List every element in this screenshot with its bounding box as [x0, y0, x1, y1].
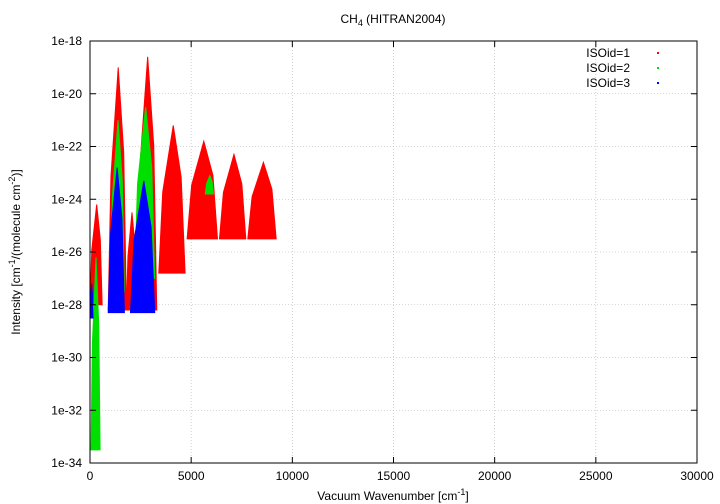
data-bands [89, 56, 277, 451]
grid [90, 41, 697, 463]
x-tick-label: 5000 [178, 469, 205, 483]
ylabel-b: /(molecule cm [9, 185, 23, 260]
ylabel-a: Intensity [cm [9, 267, 23, 334]
band-mark [204, 174, 214, 195]
legend-swatch [657, 52, 659, 54]
y-tick-label: 1e-34 [51, 456, 82, 470]
legend-swatch [657, 82, 659, 84]
x-tick-label: 25000 [579, 469, 613, 483]
band-mark [218, 152, 247, 240]
title-rest: (HITRAN2004) [363, 12, 446, 26]
band-mark [89, 204, 103, 306]
x-tick-label: 0 [87, 469, 94, 483]
y-tick-label: 1e-24 [51, 192, 82, 206]
legend-label: ISOid=1 [586, 46, 630, 60]
legend-label: ISOid=2 [586, 61, 630, 75]
band-mark [90, 257, 101, 451]
xlabel-main: Vacuum Wavenumber [cm [317, 489, 457, 503]
x-tick-label: 30000 [680, 469, 714, 483]
xlabel-sup: -1 [457, 487, 465, 497]
title-main: CH [340, 12, 357, 26]
y-tick-label: 1e-30 [51, 351, 82, 365]
x-tick-label: 20000 [478, 469, 512, 483]
series-3 [89, 167, 156, 319]
y-tick-label: 1e-18 [51, 34, 82, 48]
y-tick-label: 1e-20 [51, 87, 82, 101]
x-tick-label: 15000 [377, 469, 411, 483]
chart-title: CH4 (HITRAN2004) [340, 12, 445, 28]
band-mark [247, 160, 277, 240]
title-sub: 4 [358, 18, 363, 28]
ylabel-c: )] [9, 169, 23, 176]
y-axis-label: Intensity [cm-1/(molecule cm-2)] [7, 169, 23, 334]
y-tick-label: 1e-26 [51, 245, 82, 259]
plot-frame [89, 40, 698, 464]
x-tick-label: 10000 [276, 469, 310, 483]
y-tick-label: 1e-28 [51, 298, 82, 312]
ylabel-sup2: -2 [7, 177, 17, 185]
y-tick-label: 1e-22 [51, 140, 82, 154]
xlabel-end: ] [465, 489, 468, 503]
band-mark [158, 125, 186, 274]
ylabel-sup1: -1 [7, 259, 17, 267]
band-mark [129, 180, 156, 314]
x-axis-label: Vacuum Wavenumber [cm-1] [317, 487, 468, 503]
legend-label: ISOid=3 [586, 76, 630, 90]
tick-labels: 0 5000 10000 15000 20000 25000 30000 1e-18 1e-20… [51, 34, 714, 483]
band-mark [186, 139, 219, 240]
legend-swatch [657, 67, 659, 69]
y-tick-label: 1e-32 [51, 403, 82, 417]
band-mark [107, 167, 125, 314]
